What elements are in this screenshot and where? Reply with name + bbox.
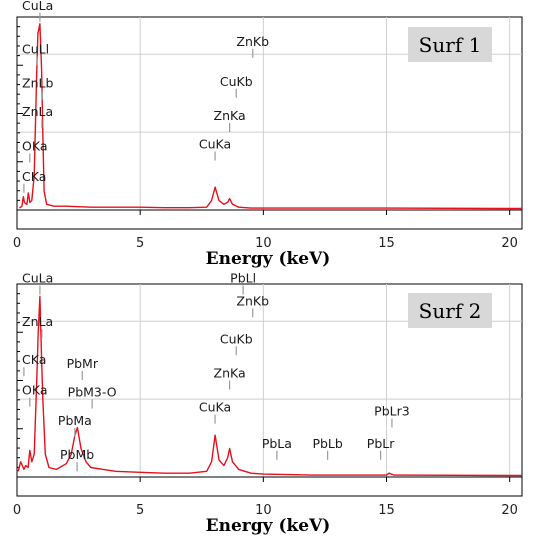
peak-label: ZnKb <box>236 293 269 308</box>
x-axis-ticks: 0 5 10 15 20 <box>13 477 518 518</box>
peak-labels: CuLa CuLl ZnLb ZnLa OKa CKa CuKa ZnKa CuKb ZnKb <box>22 0 269 193</box>
x-tick-label: 10 <box>255 503 272 518</box>
peak-label: PbM3-O <box>68 385 117 400</box>
panel-title-box <box>408 27 492 62</box>
peak-label: CuKb <box>220 74 253 89</box>
peak-label: ZnKa <box>214 366 246 381</box>
peak-label: PbMa <box>58 413 92 428</box>
x-tick-label: 10 <box>255 236 272 251</box>
x-tick-label: 20 <box>501 236 518 251</box>
peak-label: OKa <box>22 138 47 153</box>
x-tick-label: 5 <box>136 503 144 518</box>
x-tick-label: 15 <box>378 236 395 251</box>
spectrum-line <box>17 295 522 477</box>
peak-label: CuKa <box>199 400 231 415</box>
spectrum-panel-surf-2: 0 5 10 15 20 CuLa ZnLa CKa OKa PbMr PbM3-O PbMa PbM… <box>13 271 523 536</box>
x-tick-label: 0 <box>13 236 21 251</box>
peak-label: ZnLa <box>22 104 53 119</box>
x-axis-label: Energy (keV) <box>206 516 331 536</box>
peak-label: CuLa <box>22 0 53 13</box>
peak-label: PbLr <box>367 436 395 451</box>
peak-label: CuKb <box>220 331 253 346</box>
peak-label: CKa <box>22 169 46 184</box>
peak-label: PbLb <box>312 436 342 451</box>
peak-label: CuLa <box>22 271 53 286</box>
peak-label: OKa <box>22 383 47 398</box>
y-axis-ticks <box>17 16 23 211</box>
x-tick-label: 0 <box>13 503 21 518</box>
peak-label: PbMr <box>67 356 99 371</box>
x-axis-label: Energy (keV) <box>206 249 331 269</box>
y-axis-ticks <box>17 283 23 478</box>
panel-title-box <box>408 293 492 328</box>
panel-title: Surf 2 <box>419 299 482 323</box>
peak-label: PbLa <box>262 436 292 451</box>
peak-labels: CuLa ZnLa CKa OKa PbMr PbM3-O PbMa PbMb CuKa ZnKa… <box>22 271 410 472</box>
peak-label: CuLl <box>22 42 49 57</box>
peak-label: CuKa <box>199 137 231 152</box>
panel-title: Surf 1 <box>419 33 482 57</box>
x-tick-label: 20 <box>501 503 518 518</box>
peak-label: ZnLa <box>22 314 53 329</box>
x-axis-ticks: 0 5 10 15 20 <box>13 210 518 251</box>
peak-label: PbMb <box>60 447 94 462</box>
spectrum-panel-surf-1: 0 5 10 15 20 CuLaCuLlZnLbZnLaOKaCKaCuKaZnKaC… <box>13 0 523 269</box>
peak-label: ZnLb <box>22 76 53 91</box>
peak-label: PbLr3 <box>374 404 410 419</box>
x-tick-label: 15 <box>378 503 395 518</box>
peak-label: ZnKa <box>214 108 246 123</box>
peak-label: CKa <box>22 352 46 367</box>
x-tick-label: 5 <box>136 236 144 251</box>
peak-label: ZnKb <box>236 34 269 49</box>
peak-label: PbLl <box>230 271 256 286</box>
spectrum-line <box>19 23 522 210</box>
